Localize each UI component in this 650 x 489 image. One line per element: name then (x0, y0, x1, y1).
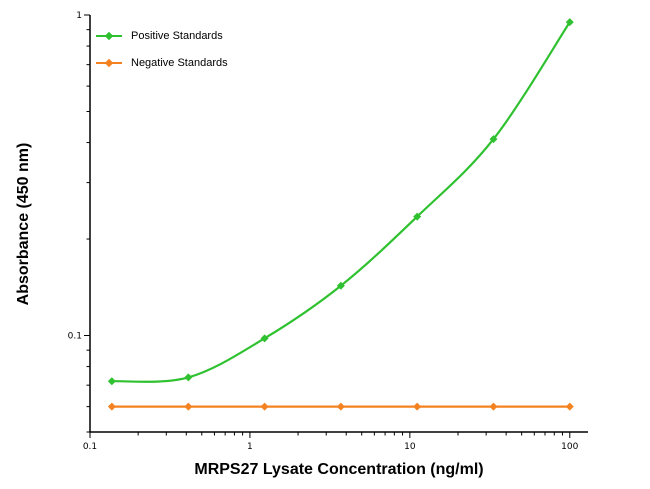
data-point-marker (565, 402, 574, 411)
data-point-marker (565, 18, 574, 27)
x-tick-label: 10 (404, 442, 416, 452)
x-axis-ticks: 0.1 1 10 100 (83, 432, 579, 452)
data-point-marker (489, 135, 498, 144)
data-point-marker (184, 373, 193, 382)
axes-frame (89, 15, 588, 433)
legend-item-positive-standards: Positive Standards (96, 30, 228, 42)
data-point-marker (260, 402, 269, 411)
series-positive-standards-curve (110, 21, 571, 383)
x-tick-label: 1 (247, 442, 253, 452)
legend-label: Positive Standards (131, 30, 223, 42)
y-axis-ticks: 0.11 (68, 11, 90, 433)
x-tick-label: 0.1 (83, 442, 97, 452)
series-positive-standards (107, 18, 574, 386)
data-point-marker (107, 402, 116, 411)
legend: Positive Standards Negative Standards (96, 30, 228, 69)
data-point-marker (184, 402, 193, 411)
series-layer (107, 18, 574, 411)
data-point-marker (489, 402, 498, 411)
data-point-marker (413, 212, 422, 221)
x-axis-title: MRPS27 Lysate Concentration (ng/ml) (194, 461, 483, 478)
series-negative-standards (107, 402, 574, 411)
data-point-marker (336, 281, 345, 290)
x-tick-label: 100 (561, 442, 578, 452)
data-point-marker (336, 402, 345, 411)
y-tick-label: 1 (76, 11, 82, 21)
y-tick-label: 0.1 (68, 332, 82, 342)
data-point-marker (260, 334, 269, 343)
data-point-marker (107, 377, 116, 386)
negative-series-swatch-icon (96, 62, 122, 64)
positive-series-swatch-icon (96, 35, 122, 37)
legend-label: Negative Standards (131, 57, 228, 69)
data-point-marker (413, 402, 422, 411)
legend-item-negative-standards: Negative Standards (96, 57, 228, 69)
y-axis-title: Absorbance (450 nm) (15, 143, 32, 306)
